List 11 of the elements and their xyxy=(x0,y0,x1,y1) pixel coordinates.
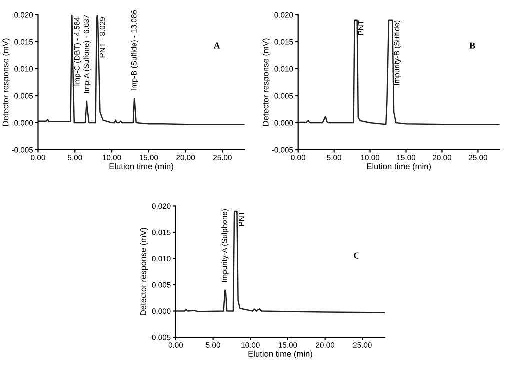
annotation: C xyxy=(354,252,360,259)
x-axis-title: Elution time (min) xyxy=(248,350,312,359)
y-axis-title: Detector response (mV) xyxy=(262,38,270,126)
line-series xyxy=(298,20,500,126)
x-axis-title: Elution time (min) xyxy=(367,163,431,172)
annotation: B xyxy=(470,42,476,49)
x-axis-title: Elution time (min) xyxy=(110,163,174,172)
annotation: A xyxy=(214,42,220,49)
y-axis-title: Detector response (mV) xyxy=(2,38,10,126)
line-series xyxy=(176,210,386,314)
y-axis-title: Detector response (mV) xyxy=(140,228,148,316)
